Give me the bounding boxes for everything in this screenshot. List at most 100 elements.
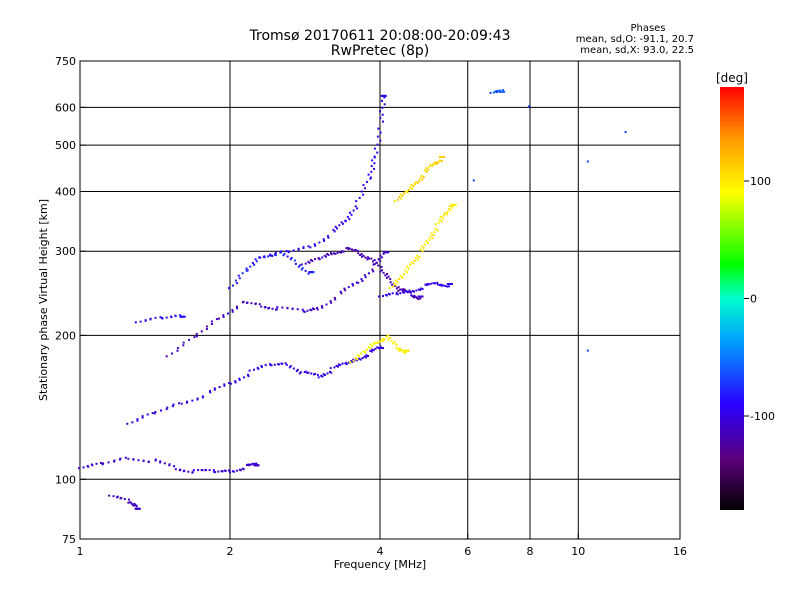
echo-point [376,346,379,349]
echo-point [337,363,340,366]
echo-point [326,253,329,255]
echo-point [384,94,387,97]
echo-point [447,207,450,210]
echo-point [497,90,500,93]
echo-point [434,223,437,226]
echo-point [351,248,353,251]
x-tick-label: 1 [77,545,84,558]
echo-point [335,364,338,367]
echo-point [381,113,384,116]
echo-point [379,110,381,113]
echo-point [374,347,377,350]
echo-point [382,120,384,123]
colorbar [720,87,744,510]
echo-point [151,412,154,414]
echo-point [139,320,142,323]
echo-point [313,373,315,376]
echo-point [228,287,230,290]
echo-point [299,371,302,374]
echo-point [412,296,415,299]
echo-point [129,501,132,504]
echo-point [351,283,354,285]
echo-point [289,258,292,261]
echo-point [344,220,347,223]
echo-point [414,295,417,298]
echo-point [137,507,140,510]
colorbar-tick-label: 0 [750,293,757,306]
echo-point [285,250,288,253]
echo-point [222,314,225,317]
echo-point [383,251,386,254]
echo-point [390,339,393,342]
echo-point [450,206,453,209]
echo-point [379,270,382,273]
echo-point [362,184,365,187]
echo-point [141,415,144,418]
echo-point [213,388,216,391]
echo-point [149,317,152,320]
echo-point [298,372,301,375]
echo-point [200,469,203,472]
echo-point [229,471,231,474]
echo-point [501,89,504,92]
echo-point [159,461,162,464]
echo-point [410,294,413,297]
echo-point [425,167,428,170]
echo-point [419,177,422,180]
echo-point [366,258,369,261]
echo-point [312,307,314,310]
echo-point [256,366,259,369]
echo-point [371,348,374,351]
echo-point [387,292,390,295]
echo-point [400,288,403,291]
echo-point [401,277,404,279]
echo-point [307,245,310,248]
echo-point [373,155,376,158]
echo-point [384,293,387,296]
echo-point [249,265,252,268]
echo-point [395,347,398,349]
echo-point [327,236,330,239]
echo-point [317,376,320,379]
echo-point [133,502,136,505]
echo-point [412,185,415,188]
echo-point [321,256,324,259]
echo-point [309,308,312,311]
echo-point [438,218,441,221]
echo-point [314,372,317,375]
echo-point [361,357,364,360]
echo-point [259,256,262,259]
echo-point [498,89,501,92]
colorbar-label: [deg] [716,71,748,85]
echo-point [241,272,244,275]
echo-point [413,294,416,297]
echo-point [171,405,174,408]
echo-point [406,271,409,274]
echo-point [389,278,392,281]
echo-point [161,317,164,319]
echo-point [301,308,304,311]
echo-point [344,362,347,365]
echo-point [399,288,402,291]
echo-point [327,253,330,256]
echo-point [235,469,238,472]
echo-point [377,264,380,267]
echo-point [231,470,234,473]
echo-point [376,143,379,146]
y-tick-label: 500 [55,139,76,152]
echo-point [191,399,194,402]
echo-point [292,249,295,252]
echo-point [362,350,365,353]
echo-point [307,272,310,275]
echo-point [387,275,390,278]
echo-point [257,464,260,467]
echo-point [174,314,177,317]
echo-point [417,288,420,291]
echo-point [409,186,412,189]
echo-point [247,463,250,466]
echo-point [369,343,372,346]
echo-point [338,251,341,254]
echo-point [421,295,424,298]
echo-point [170,315,173,318]
echo-point [359,254,362,256]
